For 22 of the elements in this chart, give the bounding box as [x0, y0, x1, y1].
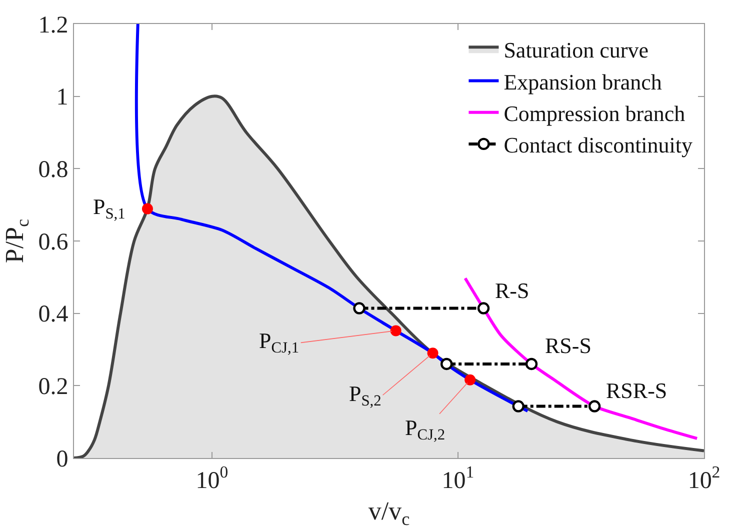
annotation: R-S	[495, 278, 530, 303]
annotation: P$_{CJ,1}$	[259, 328, 300, 357]
x-tick-label: 10$^{1}$	[442, 462, 474, 494]
y-tick-label: 0	[56, 446, 68, 472]
y-tick-label: 0.2	[38, 374, 68, 400]
annotation: P$_{CJ,2}$	[405, 415, 446, 444]
y-tick-label: 0.8	[38, 157, 68, 184]
y-tick-label: 0.6	[38, 229, 68, 256]
annotation: RSR-S	[606, 378, 668, 403]
x-tick-label: 10$^{0}$	[196, 462, 228, 494]
annotation: P$_{S,2}$	[349, 381, 382, 410]
y-tick-label: 1	[56, 84, 68, 111]
y-tick-label: 0.4	[38, 302, 68, 328]
x-axis-title: v/v$_{c}$	[368, 496, 410, 529]
annotation: P$_{S,1}$	[93, 194, 126, 223]
legend-label: Saturation curve	[504, 38, 648, 63]
y-tick-label: 1.2	[38, 12, 68, 38]
legend-label: Expansion branch	[504, 69, 662, 94]
annotation: RS-S	[545, 333, 592, 358]
legend-label: Compression branch	[504, 100, 686, 126]
legend-label: Contact discontinuity	[504, 132, 693, 158]
x-tick-label: 10$^{2}$	[688, 462, 720, 494]
